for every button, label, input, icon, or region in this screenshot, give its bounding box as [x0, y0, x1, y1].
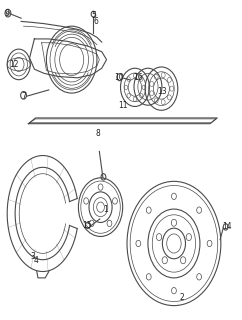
Text: 11: 11: [119, 101, 128, 110]
Text: 5: 5: [91, 11, 96, 20]
Text: 16: 16: [133, 73, 143, 82]
Text: 1: 1: [103, 205, 108, 214]
Text: 6: 6: [93, 17, 98, 26]
Text: 8: 8: [96, 129, 100, 138]
Text: 10: 10: [114, 73, 123, 82]
Text: 12: 12: [9, 60, 19, 69]
Text: 7: 7: [21, 92, 26, 101]
Text: 9: 9: [5, 9, 10, 18]
Text: 4: 4: [34, 257, 39, 266]
Text: 3: 3: [31, 252, 36, 261]
Text: 15: 15: [83, 221, 92, 230]
Text: 13: 13: [157, 87, 167, 96]
Text: 14: 14: [222, 222, 232, 231]
Text: 2: 2: [180, 293, 185, 302]
